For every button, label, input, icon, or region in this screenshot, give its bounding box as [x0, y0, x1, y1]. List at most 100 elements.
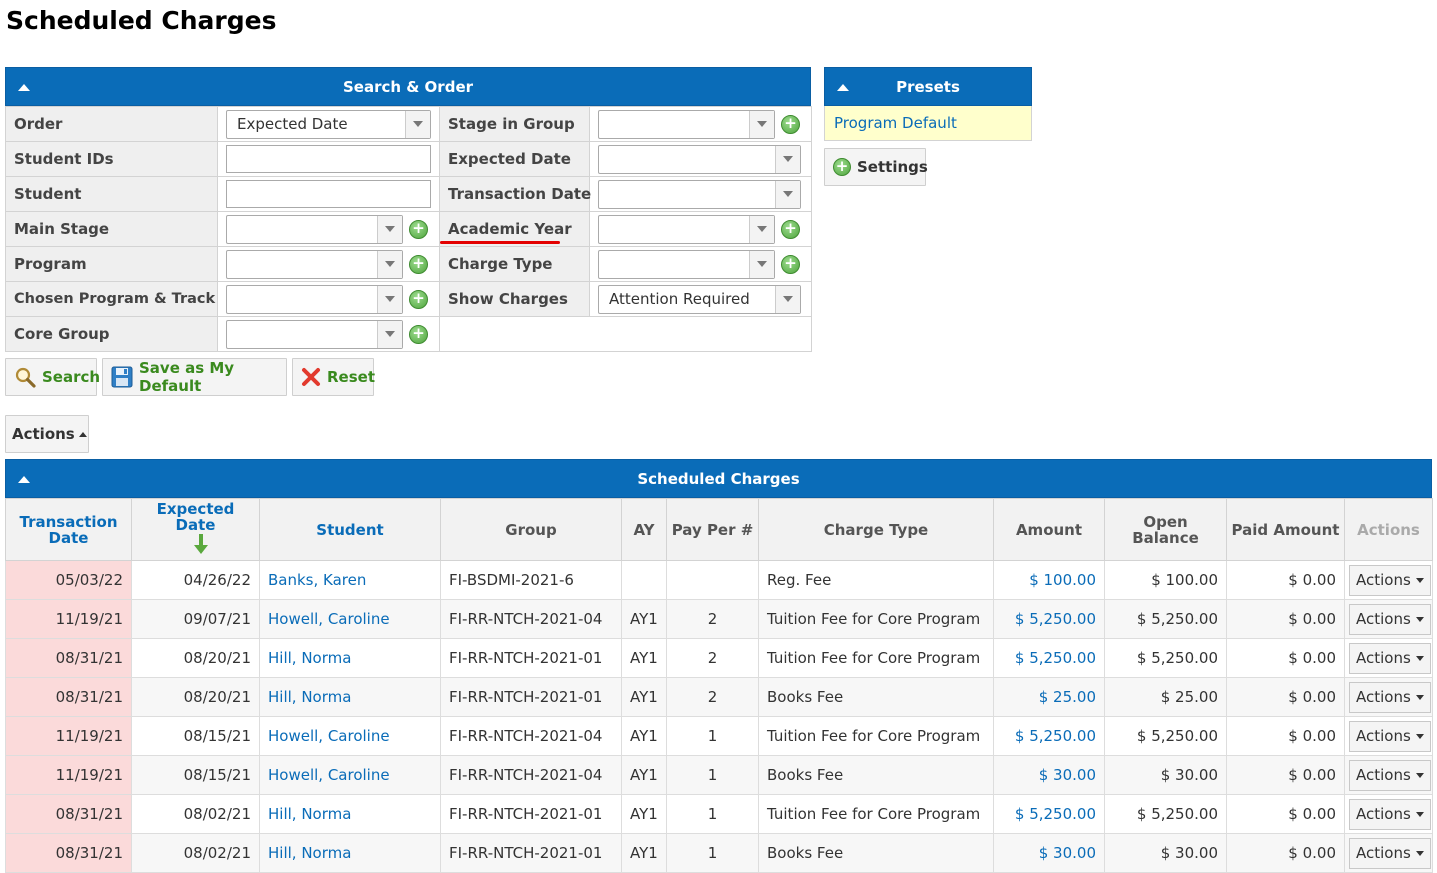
search-form: Order Expected Date Stage in Group + Stu… — [5, 106, 812, 352]
program-label: Program — [5, 246, 218, 282]
transaction-date-cell: 05/03/22 — [5, 560, 132, 600]
reset-label: Reset — [327, 368, 375, 386]
add-academic-year-icon[interactable]: + — [781, 219, 800, 239]
student-link[interactable]: Hill, Norma — [259, 677, 441, 717]
column-header-ay: AY — [621, 498, 667, 561]
expected-date-cell: 08/15/21 — [131, 716, 260, 756]
table-row: 11/19/21 09/07/21 Howell, Caroline FI-RR-NT… — [5, 599, 1433, 639]
reset-button[interactable]: Reset — [292, 358, 375, 396]
presets-header: Presets — [824, 67, 1032, 106]
stage-in-group-select[interactable] — [598, 109, 775, 139]
collapse-icon[interactable] — [835, 68, 851, 107]
row-actions-button[interactable]: Actions — [1349, 603, 1431, 635]
show-charges-label: Show Charges — [439, 281, 590, 317]
paid-amount-cell: $ 0.00 — [1226, 755, 1345, 795]
row-actions-button[interactable]: Actions — [1349, 642, 1431, 674]
presets-panel: Presets Program Default — [824, 67, 1032, 141]
open-balance-cell: $ 5,250.00 — [1104, 716, 1227, 756]
save-as-default-button[interactable]: Save as My Default — [102, 358, 287, 396]
amount-link[interactable]: $ 100.00 — [993, 560, 1105, 600]
row-actions-cell: Actions — [1344, 638, 1433, 678]
amount-link[interactable]: $ 5,250.00 — [993, 716, 1105, 756]
preset-item-program-default[interactable]: Program Default — [824, 106, 1032, 141]
pay-per-cell: 1 — [666, 755, 759, 795]
ay-cell: AY1 — [621, 833, 667, 873]
expected-date-header-label: Expected Date — [156, 500, 235, 534]
add-chosen-program-track-icon[interactable]: + — [409, 289, 428, 309]
academic-year-select[interactable] — [598, 214, 775, 244]
table-row: 08/31/21 08/20/21 Hill, Norma FI-RR-NTCH-20… — [5, 638, 1433, 678]
actions-menu-button[interactable]: Actions — [5, 415, 89, 453]
expected-date-cell: 08/02/21 — [131, 794, 260, 834]
ay-cell: AY1 — [621, 794, 667, 834]
chevron-down-icon — [377, 215, 402, 243]
scheduled-charges-header: Scheduled Charges — [5, 459, 1432, 498]
student-ids-input[interactable] — [226, 145, 431, 173]
charge-type-cell: Tuition Fee for Core Program — [758, 599, 994, 639]
charge-type-select[interactable] — [598, 249, 775, 279]
row-actions-cell: Actions — [1344, 833, 1433, 873]
add-main-stage-icon[interactable]: + — [409, 219, 428, 239]
collapse-icon[interactable] — [16, 68, 32, 107]
add-program-icon[interactable]: + — [409, 254, 428, 274]
amount-link[interactable]: $ 25.00 — [993, 677, 1105, 717]
row-actions-label: Actions — [1356, 571, 1411, 589]
paid-amount-cell: $ 0.00 — [1226, 716, 1345, 756]
program-select[interactable] — [226, 249, 403, 279]
amount-link[interactable]: $ 5,250.00 — [993, 794, 1105, 834]
caret-down-icon — [1415, 694, 1424, 700]
row-actions-cell: Actions — [1344, 716, 1433, 756]
charge-type-label: Charge Type — [439, 246, 590, 282]
amount-link[interactable]: $ 5,250.00 — [993, 599, 1105, 639]
student-link[interactable]: Howell, Caroline — [259, 599, 441, 639]
row-actions-label: Actions — [1356, 610, 1411, 628]
main-stage-label: Main Stage — [5, 211, 218, 247]
student-link[interactable]: Hill, Norma — [259, 833, 441, 873]
core-group-select[interactable] — [226, 319, 403, 349]
transaction-date-cell: 08/31/21 — [5, 677, 132, 717]
row-actions-button[interactable]: Actions — [1349, 759, 1431, 791]
student-link[interactable]: Hill, Norma — [259, 794, 441, 834]
column-header-student[interactable]: Student — [259, 498, 441, 561]
column-header-transaction-date[interactable]: Transaction Date — [5, 498, 132, 561]
show-charges-select[interactable]: Attention Required — [598, 284, 801, 314]
student-link[interactable]: Hill, Norma — [259, 638, 441, 678]
row-actions-button[interactable]: Actions — [1349, 720, 1431, 752]
order-select[interactable]: Expected Date — [226, 109, 431, 139]
main-stage-select[interactable] — [226, 214, 403, 244]
collapse-icon[interactable] — [16, 460, 32, 499]
student-link[interactable]: Howell, Caroline — [259, 716, 441, 756]
ay-cell: AY1 — [621, 755, 667, 795]
paid-amount-cell: $ 0.00 — [1226, 833, 1345, 873]
column-header-group: Group — [440, 498, 622, 561]
row-actions-label: Actions — [1356, 844, 1411, 862]
group-cell: FI-RR-NTCH-2021-04 — [440, 599, 622, 639]
settings-label: Settings — [857, 158, 928, 176]
open-balance-cell: $ 30.00 — [1104, 755, 1227, 795]
student-link[interactable]: Howell, Caroline — [259, 755, 441, 795]
amount-link[interactable]: $ 5,250.00 — [993, 638, 1105, 678]
student-input[interactable] — [226, 180, 431, 208]
transaction-date-select[interactable] — [598, 179, 801, 209]
chosen-program-track-select[interactable] — [226, 284, 403, 314]
add-stage-in-group-icon[interactable]: + — [781, 114, 800, 134]
row-actions-button[interactable]: Actions — [1349, 798, 1431, 830]
settings-button[interactable]: + Settings — [824, 148, 928, 186]
student-link[interactable]: Banks, Karen — [259, 560, 441, 600]
chevron-down-icon — [775, 145, 800, 173]
red-x-icon — [301, 367, 321, 387]
chevron-down-icon — [775, 285, 800, 313]
search-button[interactable]: Search — [5, 358, 100, 396]
chevron-down-icon — [377, 320, 402, 348]
row-actions-button[interactable]: Actions — [1349, 564, 1431, 596]
amount-link[interactable]: $ 30.00 — [993, 755, 1105, 795]
row-actions-button[interactable]: Actions — [1349, 837, 1431, 869]
paid-amount-cell: $ 0.00 — [1226, 677, 1345, 717]
row-actions-button[interactable]: Actions — [1349, 681, 1431, 713]
amount-link[interactable]: $ 30.00 — [993, 833, 1105, 873]
column-header-expected-date[interactable]: Expected Date — [131, 498, 260, 561]
pay-per-cell: 1 — [666, 833, 759, 873]
expected-date-select[interactable] — [598, 144, 801, 174]
add-charge-type-icon[interactable]: + — [781, 254, 800, 274]
add-core-group-icon[interactable]: + — [409, 324, 428, 344]
